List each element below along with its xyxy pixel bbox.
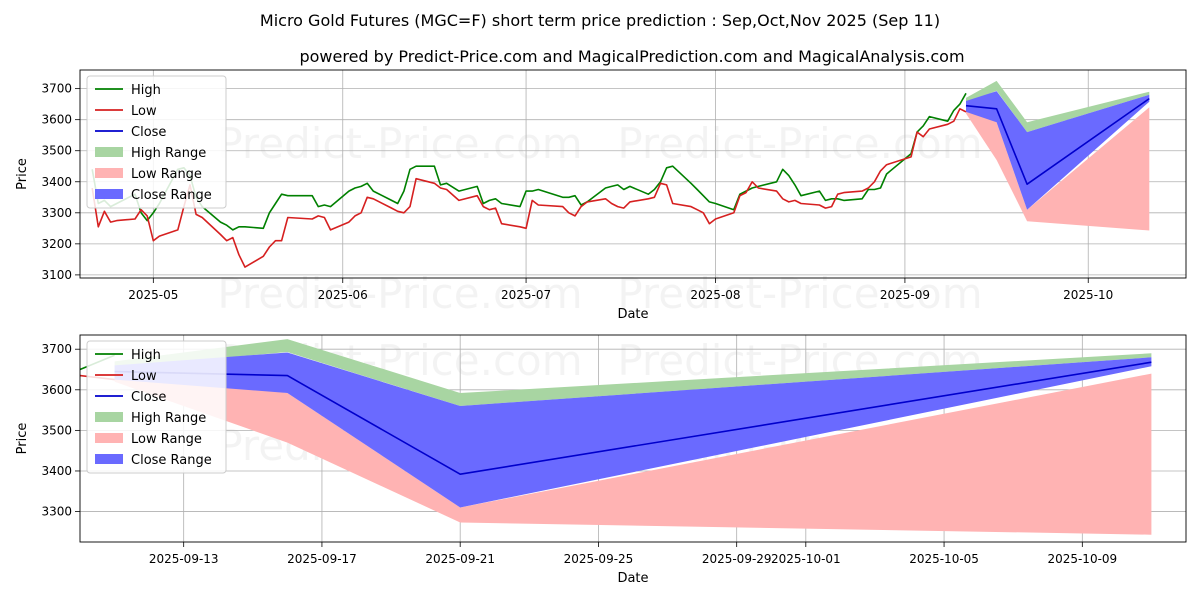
legend-label: Close <box>131 125 166 140</box>
x-axis-title: Date <box>617 307 648 322</box>
x-tick-label: 2025-06 <box>318 288 368 302</box>
x-tick-label: 2025-09 <box>880 288 930 302</box>
y-tick-label: 3500 <box>41 423 72 437</box>
history-panel: Predict-Price.com Predict-Price.com Predic… <box>15 69 1187 322</box>
x-tick-label: 2025-09-21 <box>425 552 495 566</box>
x-tick-label: 2025-10-01 <box>771 552 841 566</box>
legend-label: Close <box>131 390 166 405</box>
forecast-panel: Predict-Price.comPredict-Price.comPredic… <box>15 334 1187 586</box>
legend-swatch <box>95 168 123 178</box>
x-tick-label: 2025-05 <box>128 288 178 302</box>
legend-label: High <box>131 348 161 363</box>
legend-label: High Range <box>131 411 206 426</box>
axes-frame <box>79 69 1187 279</box>
chart-title: Micro Gold Futures (MGC=F) short term pr… <box>260 11 940 30</box>
y-tick-label: 3200 <box>41 237 72 251</box>
axes-frame <box>79 334 1187 543</box>
legend-label: High <box>131 83 161 98</box>
close-line <box>965 97 1150 185</box>
close-range-band <box>114 352 1152 508</box>
x-tick-label: 2025-10 <box>1063 288 1113 302</box>
watermark-text: Predict-Price.com <box>617 119 982 168</box>
y-tick-label: 3400 <box>41 175 72 189</box>
series-group <box>91 80 1150 268</box>
high-range-band <box>114 339 1152 406</box>
low-range-band <box>114 373 1152 535</box>
x-tick-label: 2025-09-17 <box>287 552 357 566</box>
watermark-text: Predict-Price.com <box>217 119 582 168</box>
close-range-band <box>966 91 1150 210</box>
chart-subtitle: powered by Predict-Price.com and Magical… <box>299 47 964 66</box>
legend-swatch <box>95 433 123 443</box>
y-tick-label: 3500 <box>41 144 72 158</box>
x-tick-label: 2025-08 <box>690 288 740 302</box>
x-tick-label: 2025-07 <box>501 288 551 302</box>
y-tick-label: 3600 <box>41 383 72 397</box>
y-tick-label: 3300 <box>41 206 72 220</box>
legend-label: Close Range <box>131 188 212 203</box>
y-axis-title: Price <box>15 423 30 455</box>
low-line <box>91 108 967 268</box>
legend-label: Low <box>131 369 157 384</box>
high-line <box>91 92 967 231</box>
legend: High Low Close High Range Low Range Close Ran… <box>86 340 227 474</box>
low-range-band <box>966 107 1150 231</box>
legend-swatch <box>95 412 123 422</box>
legend-label: Close Range <box>131 453 212 468</box>
y-tick-label: 3700 <box>41 82 72 96</box>
legend-label: Low Range <box>131 432 202 447</box>
legend-swatch <box>95 147 123 157</box>
high-range-band <box>966 80 1150 133</box>
legend-label: High Range <box>131 146 206 161</box>
x-tick-label: 2025-10-05 <box>909 552 979 566</box>
y-tick-label: 3600 <box>41 113 72 127</box>
y-tick-label: 3700 <box>41 342 72 356</box>
y-tick-label: 3300 <box>41 505 72 519</box>
y-tick-label: 3400 <box>41 464 72 478</box>
legend: High Low Close High Range Low Range Close Ran… <box>86 75 227 209</box>
y-tick-label: 3100 <box>41 268 72 282</box>
x-axis-title: Date <box>617 571 648 586</box>
x-tick-label: 2025-09-13 <box>149 552 219 566</box>
x-tick-label: 2025-10-09 <box>1047 552 1117 566</box>
x-tick-label: 2025-09-25 <box>564 552 634 566</box>
legend-label: Low Range <box>131 167 202 182</box>
y-axis-title: Price <box>15 158 30 190</box>
legend-swatch <box>95 189 123 199</box>
legend-swatch <box>95 454 123 464</box>
watermark-text: Predict-Price.com <box>617 269 982 318</box>
x-tick-label: 2025-09-29 <box>702 552 772 566</box>
watermark-text: Predict-Price.com <box>217 269 582 318</box>
legend-label: Low <box>131 104 157 119</box>
